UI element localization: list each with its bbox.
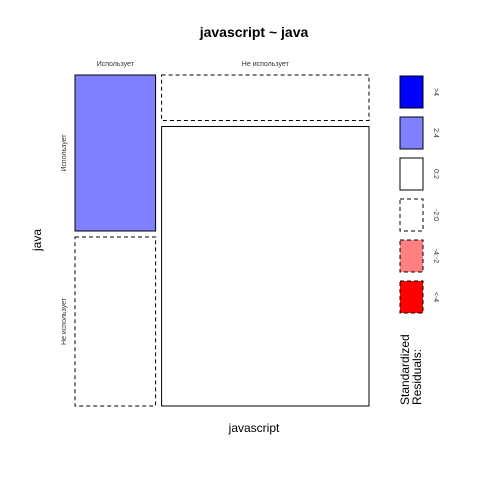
- legend: >4 2:4 0:2 -2:0 -4:-2 <-4: [400, 76, 439, 313]
- mosaic-cell-не-использует-не-использует: [162, 127, 369, 407]
- y-axis-label: java: [30, 229, 44, 252]
- mosaic-cells: [75, 75, 369, 406]
- legend-label: 0:2: [432, 169, 439, 179]
- x-category-label: Не использует: [242, 61, 290, 68]
- legend-swatch: [400, 158, 423, 190]
- legend-swatch: [400, 281, 423, 313]
- legend-label: -2:0: [432, 209, 439, 221]
- legend-swatch: [400, 240, 423, 272]
- legend-swatch: [400, 199, 423, 231]
- x-category-label: Использует: [97, 61, 135, 68]
- mosaic-cell-не-использует-использует: [162, 75, 369, 121]
- chart-title: javascript ~ java: [199, 24, 309, 40]
- y-category-label: Не использует: [61, 297, 68, 345]
- legend-swatch: [400, 117, 423, 149]
- legend-label: -4:-2: [432, 249, 439, 264]
- mosaic-cell-использует-использует: [75, 75, 156, 231]
- y-category-label: Использует: [61, 134, 68, 172]
- legend-label: >4: [432, 88, 439, 96]
- mosaic-cell-использует-не-использует: [75, 237, 156, 406]
- x-axis-label: javascript: [228, 421, 280, 435]
- legend-label: <-4: [432, 292, 439, 302]
- legend-title-line2: Residuals:: [410, 349, 424, 405]
- legend-swatch: [400, 76, 423, 108]
- legend-label: 2:4: [432, 128, 439, 138]
